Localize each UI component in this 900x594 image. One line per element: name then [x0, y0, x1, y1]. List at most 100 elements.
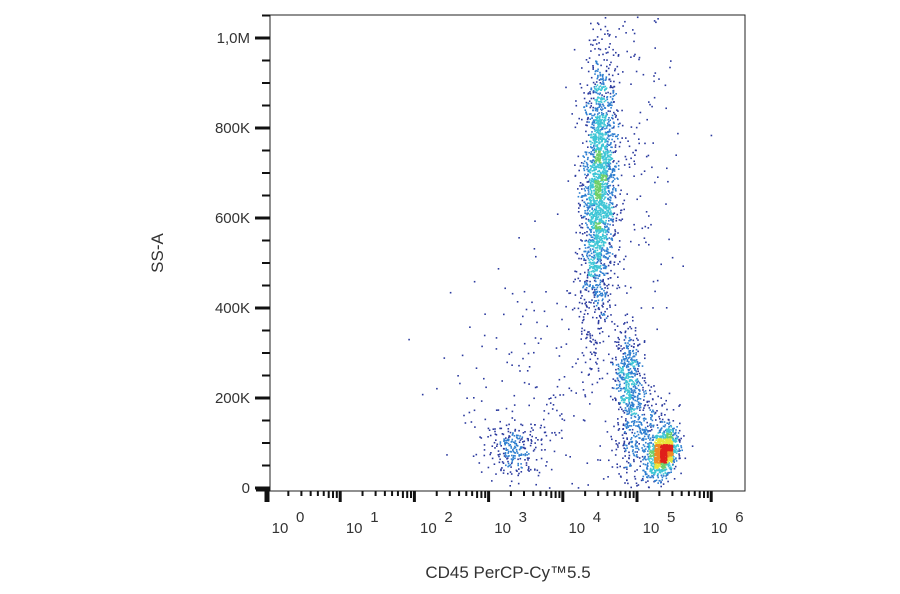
data-point [621, 109, 623, 112]
data-point [632, 446, 634, 448]
data-point [597, 229, 600, 231]
data-point [591, 391, 593, 394]
data-point [602, 155, 604, 157]
data-point [594, 168, 596, 171]
data-point [624, 466, 627, 469]
data-point [654, 480, 656, 482]
data-point [614, 135, 617, 138]
data-point [587, 156, 589, 159]
data-point [589, 193, 592, 196]
data-point [653, 445, 656, 447]
data-point [507, 452, 509, 454]
data-point [602, 133, 604, 135]
data-point [588, 57, 591, 59]
data-point [598, 106, 600, 108]
data-point [652, 409, 654, 412]
data-point [620, 189, 622, 192]
data-point [665, 107, 667, 110]
data-point [514, 419, 516, 421]
data-point [624, 377, 626, 379]
data-point [598, 213, 600, 216]
data-point [670, 460, 672, 463]
data-point [679, 439, 681, 442]
data-point [662, 448, 665, 451]
data-point [590, 87, 593, 89]
data-point [606, 154, 609, 157]
data-point [601, 208, 603, 211]
data-point [647, 437, 650, 439]
data-point [589, 248, 592, 250]
data-point [654, 436, 657, 439]
data-point [658, 449, 660, 451]
data-point [648, 215, 650, 217]
data-point [658, 460, 661, 462]
data-point [495, 434, 498, 436]
data-point [634, 436, 637, 438]
data-point [605, 151, 607, 153]
data-point [588, 210, 591, 212]
data-point [605, 317, 608, 319]
data-point [664, 454, 667, 456]
data-point [660, 420, 663, 423]
data-point [609, 92, 612, 95]
data-point [577, 155, 580, 158]
data-point [595, 60, 597, 62]
data-point [505, 464, 507, 467]
data-point [603, 249, 605, 251]
data-point [595, 242, 598, 244]
data-point [611, 218, 614, 221]
data-point [493, 463, 496, 465]
data-point [633, 382, 636, 384]
data-point [620, 209, 623, 211]
data-point [591, 114, 593, 117]
data-point [609, 156, 611, 158]
data-point [634, 470, 636, 473]
data-point [592, 121, 594, 123]
data-point [638, 343, 641, 346]
data-point [624, 342, 627, 345]
data-point [578, 224, 581, 227]
data-point [520, 463, 522, 465]
data-point [590, 183, 592, 185]
data-point [657, 456, 659, 459]
data-point [582, 354, 585, 357]
data-point [651, 439, 654, 441]
data-point [469, 326, 471, 328]
data-point [616, 384, 618, 386]
data-point [600, 134, 602, 136]
data-point [608, 151, 610, 154]
data-point [598, 153, 601, 155]
data-point [596, 212, 598, 215]
data-point [600, 230, 602, 232]
data-point [496, 445, 498, 447]
data-point [590, 190, 593, 192]
data-point [675, 439, 677, 441]
data-point [654, 72, 657, 74]
data-point [606, 161, 609, 164]
data-point [625, 347, 628, 349]
data-point [506, 441, 508, 444]
data-point [586, 255, 589, 258]
data-point [533, 248, 536, 250]
data-point [593, 226, 596, 228]
data-point [508, 455, 510, 457]
data-point [617, 263, 619, 265]
data-point [594, 234, 597, 237]
data-point [613, 160, 615, 162]
data-point [599, 122, 602, 125]
data-point [671, 457, 673, 459]
data-point [601, 212, 604, 215]
data-point [527, 439, 529, 442]
data-point [571, 308, 574, 311]
data-point [611, 158, 614, 160]
data-point [529, 434, 531, 436]
data-point [593, 234, 596, 237]
data-point [651, 472, 653, 475]
data-point [634, 391, 637, 394]
data-point [599, 159, 601, 162]
data-point [673, 439, 675, 441]
data-point [592, 66, 594, 69]
data-point [663, 465, 666, 467]
data-point [616, 177, 618, 179]
data-point [612, 184, 615, 187]
